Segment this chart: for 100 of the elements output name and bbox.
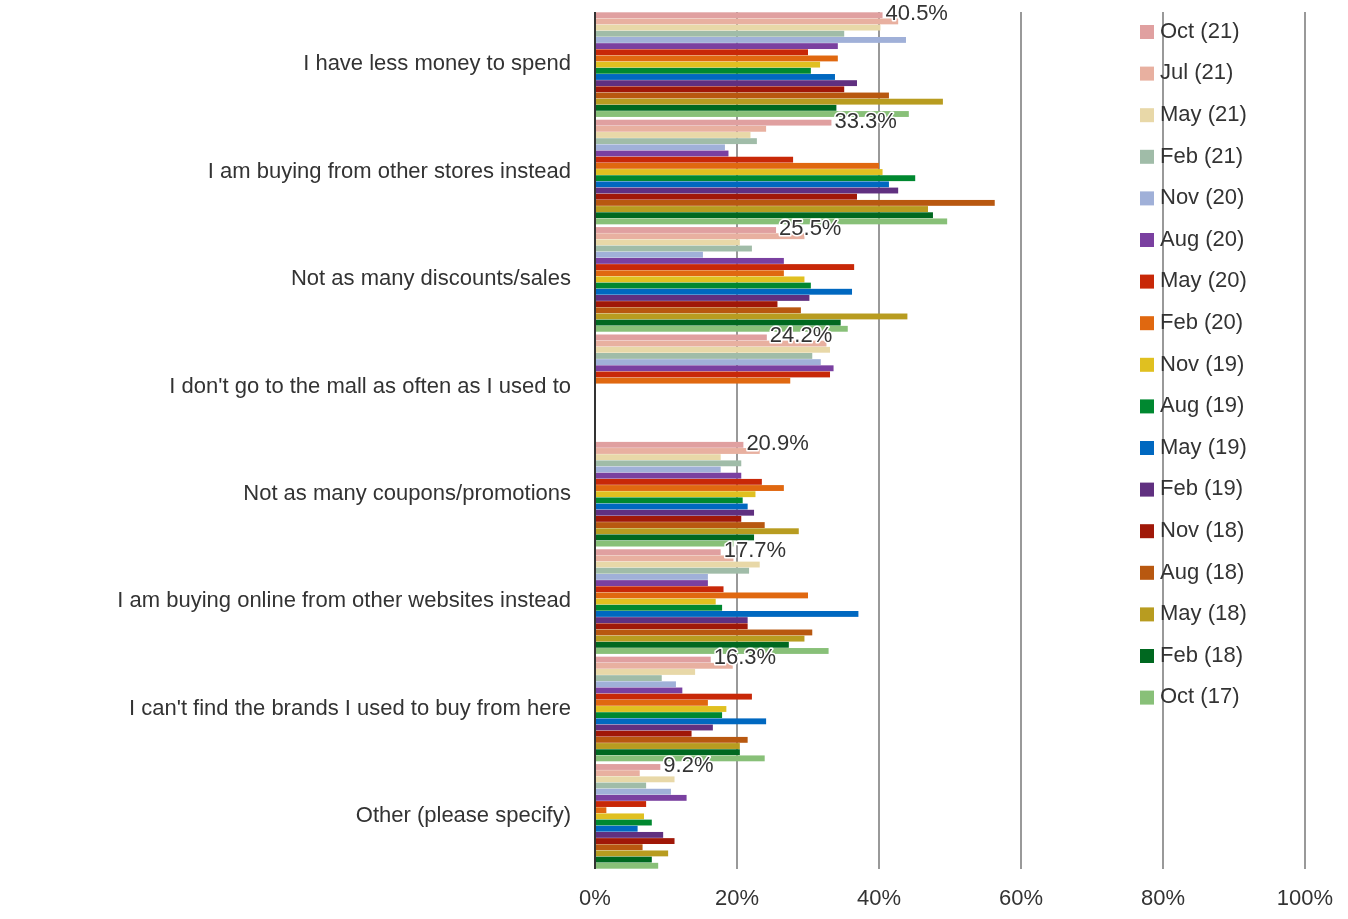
- bar: [595, 239, 740, 246]
- bar: [595, 794, 687, 801]
- bar: [595, 441, 744, 448]
- bar: [595, 334, 767, 341]
- y-tick-label: Not as many discounts/sales: [290, 265, 571, 291]
- bar: [595, 831, 664, 838]
- bar: [595, 276, 805, 283]
- legend-label: Nov (19): [1160, 350, 1245, 376]
- legend-label: Feb (20): [1160, 309, 1244, 335]
- bar: [595, 169, 883, 175]
- bar: [595, 144, 725, 151]
- bar: [595, 282, 811, 289]
- bar: [595, 693, 752, 700]
- bar: [595, 61, 821, 68]
- bar: [595, 862, 659, 869]
- bar: [595, 43, 838, 50]
- bar: [595, 119, 832, 126]
- bar: [595, 534, 755, 541]
- bar: [595, 770, 640, 777]
- bar: [595, 138, 757, 145]
- bar: [595, 295, 810, 301]
- bar: [595, 377, 791, 384]
- legend-label: Oct (21): [1160, 17, 1240, 43]
- bar: [595, 528, 799, 535]
- y-tick-label: I can't find the brands I used to buy from here: [128, 694, 571, 720]
- bar: [595, 635, 805, 642]
- bar: [595, 125, 767, 132]
- y-tick-label: I am buying online from other websites instead: [117, 587, 571, 613]
- bar: [595, 515, 742, 522]
- x-tick-label: 20%: [714, 885, 760, 910]
- bar: [595, 80, 857, 87]
- data-label: 40.5%: [885, 0, 948, 26]
- bar: [595, 555, 734, 562]
- bar: [595, 162, 879, 169]
- bar: [595, 132, 751, 138]
- bar: [595, 522, 765, 528]
- bar: [595, 586, 724, 593]
- legend-label: May (21): [1160, 101, 1247, 127]
- bar: [595, 270, 784, 277]
- data-label: 17.7%: [723, 537, 787, 563]
- bar: [595, 86, 845, 93]
- bar: [595, 340, 827, 347]
- bar: [595, 567, 750, 574]
- bar: [595, 67, 811, 74]
- bar: [595, 346, 831, 353]
- bar: [595, 656, 711, 663]
- bar: [595, 549, 721, 556]
- y-tick-label: Other (please specify): [355, 802, 571, 828]
- bar: [595, 718, 767, 725]
- bar: [595, 485, 784, 491]
- bar: [595, 233, 805, 240]
- bar: [595, 611, 859, 617]
- bar: [595, 801, 647, 807]
- x-tick-label: 60%: [998, 885, 1044, 910]
- bar: [595, 206, 928, 212]
- bar: [595, 353, 813, 359]
- bar: [595, 212, 933, 219]
- bar: [595, 573, 708, 580]
- legend-label: May (18): [1160, 600, 1247, 626]
- bar: [595, 509, 755, 516]
- legend-label: Nov (18): [1160, 517, 1245, 543]
- bar: [595, 617, 748, 624]
- bar: [595, 669, 696, 675]
- bar: [595, 598, 716, 605]
- bar: [595, 736, 748, 743]
- x-tick-label: 100%: [1276, 885, 1334, 910]
- bar: [595, 491, 756, 498]
- bar: [595, 18, 899, 25]
- bar: [595, 712, 723, 719]
- bar: [595, 604, 723, 611]
- bar: [595, 175, 916, 182]
- legend-label: Aug (20): [1160, 225, 1245, 251]
- bar: [595, 813, 644, 820]
- y-tick-label: I have less money to spend: [303, 50, 571, 76]
- bar: [595, 788, 671, 795]
- bar: [595, 24, 881, 31]
- bar: [595, 592, 808, 599]
- bar: [595, 706, 727, 712]
- legend-label: Nov (20): [1160, 184, 1245, 210]
- bar: [595, 319, 841, 326]
- bar: [595, 49, 808, 56]
- bar: [595, 730, 692, 737]
- bar: [595, 37, 906, 43]
- legend-label: Jul (21): [1160, 59, 1234, 85]
- bar: [595, 478, 762, 485]
- bar: [595, 264, 855, 270]
- bar: [595, 838, 675, 844]
- bar: [595, 749, 740, 756]
- bar: [595, 251, 703, 258]
- bar: [595, 454, 721, 461]
- y-tick-label: Not as many coupons/promotions: [243, 480, 571, 506]
- bar: [595, 856, 652, 863]
- bar: [595, 301, 778, 308]
- bar: [595, 74, 835, 80]
- bar: [595, 227, 777, 233]
- bar: [595, 156, 794, 163]
- bar: [595, 641, 789, 648]
- legend-label: Feb (21): [1160, 142, 1244, 168]
- bar: [595, 359, 821, 366]
- y-tick-label: I don't go to the mall as often as I used to: [169, 372, 571, 398]
